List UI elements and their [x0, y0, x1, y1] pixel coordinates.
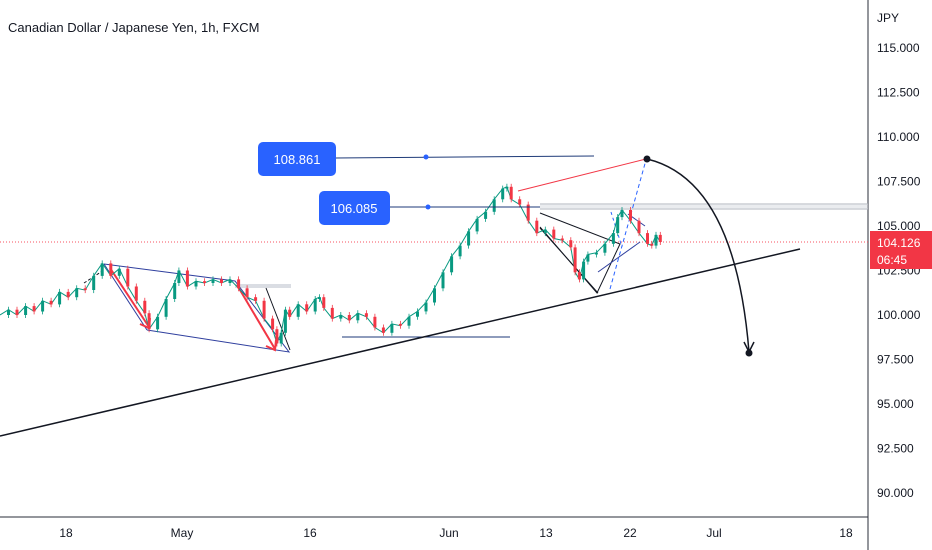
y-tick-label: 107.500	[877, 175, 921, 189]
red-projection-line	[517, 158, 647, 192]
price-line	[0, 186, 661, 346]
y-tick-label: 92.500	[877, 442, 914, 456]
channel-pattern-1	[103, 263, 291, 353]
ray-106-dot	[425, 204, 431, 210]
y-tick-label: 105.000	[877, 219, 921, 233]
x-tick-label: Jul	[706, 526, 721, 540]
price-label-108-text: 108.861	[274, 152, 321, 167]
currency-label: JPY	[877, 11, 899, 25]
y-tick-label: 112.500	[877, 86, 920, 100]
current-price-value: 104.126	[877, 236, 921, 250]
x-tick-label: May	[171, 526, 194, 540]
ascending-trendline	[0, 248, 801, 437]
x-tick-label: 13	[539, 526, 553, 540]
resistance-band	[540, 204, 868, 209]
chart-title: Canadian Dollar / Japanese Yen, 1h, FXCM	[8, 20, 260, 35]
x-tick-label: 18	[839, 526, 853, 540]
wedge-pattern	[539, 212, 621, 294]
price-label-106-text: 106.085	[331, 201, 378, 216]
x-tick-label: 22	[623, 526, 637, 540]
y-tick-label: 95.000	[877, 397, 914, 411]
y-tick-label: 90.000	[877, 486, 914, 500]
price-axis-ticks: 115.000112.500110.000107.500105.000102.5…	[877, 41, 921, 500]
pennant-lower	[597, 241, 641, 273]
ray-108-dot	[423, 154, 429, 160]
y-tick-label: 97.500	[877, 353, 914, 367]
blue-dashed-projection	[609, 159, 647, 290]
red-arrow-2	[236, 284, 276, 350]
time-axis-ticks: 18 May 16 Jun 13 22 Jul 18	[59, 526, 853, 540]
y-tick-label: 100.000	[877, 308, 921, 322]
projection-start-dot	[643, 155, 651, 163]
current-price-tag	[870, 231, 932, 269]
red-arrow-1	[109, 267, 150, 328]
x-tick-label: 16	[303, 526, 317, 540]
y-tick-label: 115.000	[877, 41, 920, 55]
price-label-106-box[interactable]	[319, 191, 390, 225]
current-price-countdown: 06:45	[877, 253, 907, 267]
y-tick-label: 110.000	[877, 130, 920, 144]
wedge-lower-line	[539, 227, 599, 294]
target-end-dot	[745, 349, 753, 357]
x-tick-label: 18	[59, 526, 73, 540]
black-leg-1	[265, 287, 291, 351]
range-band-may	[235, 284, 291, 288]
price-series	[0, 183, 662, 347]
ray-108-line	[334, 155, 595, 159]
target-curve-arrow	[646, 158, 750, 353]
price-label-108-box[interactable]	[258, 142, 336, 176]
x-tick-label: Jun	[439, 526, 458, 540]
